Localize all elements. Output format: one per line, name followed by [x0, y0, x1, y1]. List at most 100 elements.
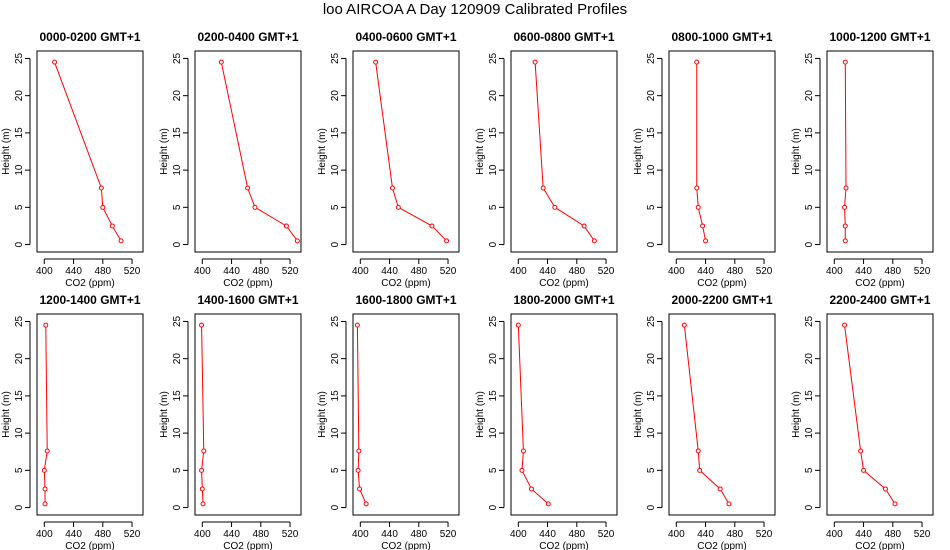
chart-0-y-tick-label: 20	[14, 90, 25, 102]
chart-10-y-tick-label: 10	[646, 427, 657, 439]
chart-2-x-tick-label: 400	[352, 266, 369, 277]
chart-7-x-tick-label: 400	[194, 529, 211, 540]
chart-4: 0800-1000 GMT+1 400 440 480 520 CO2 (ppm) 0 5 10…	[633, 30, 776, 289]
chart-5-ylabel: Height (m)	[791, 128, 802, 175]
chart-3-y-tick-label: 10	[488, 164, 499, 176]
chart-0-y-tick-label: 25	[14, 52, 25, 64]
chart-1-y-tick-label: 5	[172, 204, 183, 210]
chart-6-ylabel: Height (m)	[1, 391, 12, 438]
chart-1-y-tick-label: 25	[172, 52, 183, 64]
chart-10-data-point	[697, 467, 703, 473]
chart-3-title: 0600-0800 GMT+1	[513, 30, 614, 44]
chart-5-x-tick-label: 400	[826, 266, 843, 277]
chart-1-data-point	[294, 238, 300, 244]
chart-10-frame	[668, 313, 776, 516]
chart-5-title: 1000-1200 GMT+1	[829, 30, 930, 44]
chart-0-series-line	[54, 61, 122, 242]
chart-1-x-tick-label: 440	[223, 266, 240, 277]
chart-3-data-point	[540, 185, 546, 191]
chart-7-data-point	[199, 322, 205, 328]
chart-5: 1000-1200 GMT+1 400 440 480 520 CO2 (ppm) 0 5 10…	[791, 30, 934, 289]
chart-4-series-line	[696, 62, 707, 241]
chart-5-y-tick-label: 25	[804, 52, 815, 64]
chart-6-title: 1200-1400 GMT+1	[39, 293, 140, 307]
chart-6-data-point	[41, 467, 47, 473]
chart-2: 0400-0600 GMT+1 400 440 480 520 CO2 (ppm) 0 5 10…	[317, 30, 460, 289]
chart-9-y-tick-label: 15	[488, 390, 499, 402]
chart-11-x-tick-label: 400	[826, 529, 843, 540]
chart-4-y-tick-label: 0	[646, 241, 657, 247]
chart-0-x-tick-label: 440	[65, 266, 82, 277]
chart-2-data-point	[429, 223, 435, 229]
chart-3-x-tick-label: 480	[568, 266, 585, 277]
chart-9-y-tick-label: 5	[488, 467, 499, 473]
chart-4-data-point	[703, 238, 709, 244]
chart-1-y-tick-label: 20	[172, 90, 183, 102]
chart-10-data-point	[726, 501, 732, 507]
chart-11-title: 2200-2400 GMT+1	[829, 293, 930, 307]
chart-2-ylabel: Height (m)	[317, 128, 328, 175]
chart-3-y-tick-label: 0	[488, 241, 499, 247]
chart-10-x-tick-label: 520	[756, 529, 773, 540]
chart-10-ylabel: Height (m)	[633, 391, 644, 438]
chart-11-series-line	[844, 325, 896, 505]
chart-8-y-tick-label: 10	[330, 427, 341, 439]
chart-1-x-tick-label: 520	[282, 266, 299, 277]
chart-8-y-tick-label: 15	[330, 390, 341, 402]
chart-10-y-tick-label: 5	[646, 467, 657, 473]
chart-6-y-tick-label: 0	[14, 504, 25, 510]
chart-9-series-line	[517, 325, 549, 505]
chart-9-xlabel: CO2 (ppm)	[539, 541, 588, 550]
chart-1-title: 0200-0400 GMT+1	[197, 30, 298, 44]
chart-6: 1200-1400 GMT+1 400 440 480 520 CO2 (ppm) 0 5 10…	[1, 293, 144, 550]
chart-11-xlabel: CO2 (ppm)	[855, 541, 904, 550]
chart-9-data-point	[519, 467, 525, 473]
chart-4-x-tick-label: 520	[756, 266, 773, 277]
chart-11-data-point	[882, 486, 888, 492]
chart-8-xlabel: CO2 (ppm)	[381, 541, 430, 550]
chart-11-y-tick-label: 0	[804, 504, 815, 510]
chart-2-frame	[352, 50, 460, 253]
chart-6-series-line	[43, 325, 48, 504]
chart-10-y-tick-label: 25	[646, 315, 657, 327]
chart-4-x-tick-label: 480	[726, 266, 743, 277]
chart-1-data-point	[245, 185, 251, 191]
chart-1-x-tick-label: 400	[194, 266, 211, 277]
chart-4-data-point	[695, 204, 701, 210]
chart-4-data-point	[694, 185, 700, 191]
chart-1-x-tick-label: 480	[252, 266, 269, 277]
chart-6-x-tick-label: 520	[124, 529, 141, 540]
figure-title: loo AIRCOA A Day 120909 Calibrated Profi…	[322, 1, 628, 18]
chart-1-frame	[194, 50, 302, 253]
chart-2-x-tick-label: 480	[410, 266, 427, 277]
chart-8-x-tick-label: 440	[381, 529, 398, 540]
chart-9-x-tick-label: 440	[539, 529, 556, 540]
chart-0-data-point	[98, 185, 104, 191]
chart-5-x-tick-label: 480	[884, 266, 901, 277]
chart-8-title: 1600-1800 GMT+1	[355, 293, 456, 307]
chart-8-data-point	[363, 501, 369, 507]
chart-1: 0200-0400 GMT+1 400 440 480 520 CO2 (ppm) 0 5 10…	[159, 30, 302, 289]
chart-1-series-line	[220, 62, 298, 242]
chart-8: 1600-1800 GMT+1 400 440 480 520 CO2 (ppm) 0 5 10…	[317, 293, 460, 550]
chart-10: 2000-2200 GMT+1 400 440 480 520 CO2 (ppm) 0 5 10…	[633, 293, 776, 550]
chart-5-frame	[826, 50, 934, 253]
chart-0-ylabel: Height (m)	[1, 128, 12, 175]
chart-7-data-point	[199, 467, 205, 473]
chart-6-data-point	[43, 322, 49, 328]
chart-1-data-point	[218, 59, 224, 65]
chart-10-data-point	[695, 448, 701, 454]
chart-8-y-tick-label: 25	[330, 315, 341, 327]
chart-7-y-tick-label: 5	[172, 467, 183, 473]
chart-11-ylabel: Height (m)	[791, 391, 802, 438]
chart-2-data-point	[373, 59, 379, 65]
chart-10-y-tick-label: 0	[646, 504, 657, 510]
chart-9-y-tick-label: 25	[488, 315, 499, 327]
chart-10-x-tick-label: 440	[697, 529, 714, 540]
chart-5-data-point	[842, 204, 848, 210]
chart-5-data-point	[842, 59, 848, 65]
chart-9-frame	[510, 313, 618, 516]
chart-7-data-point	[201, 448, 207, 454]
chart-7-ylabel: Height (m)	[159, 391, 170, 438]
